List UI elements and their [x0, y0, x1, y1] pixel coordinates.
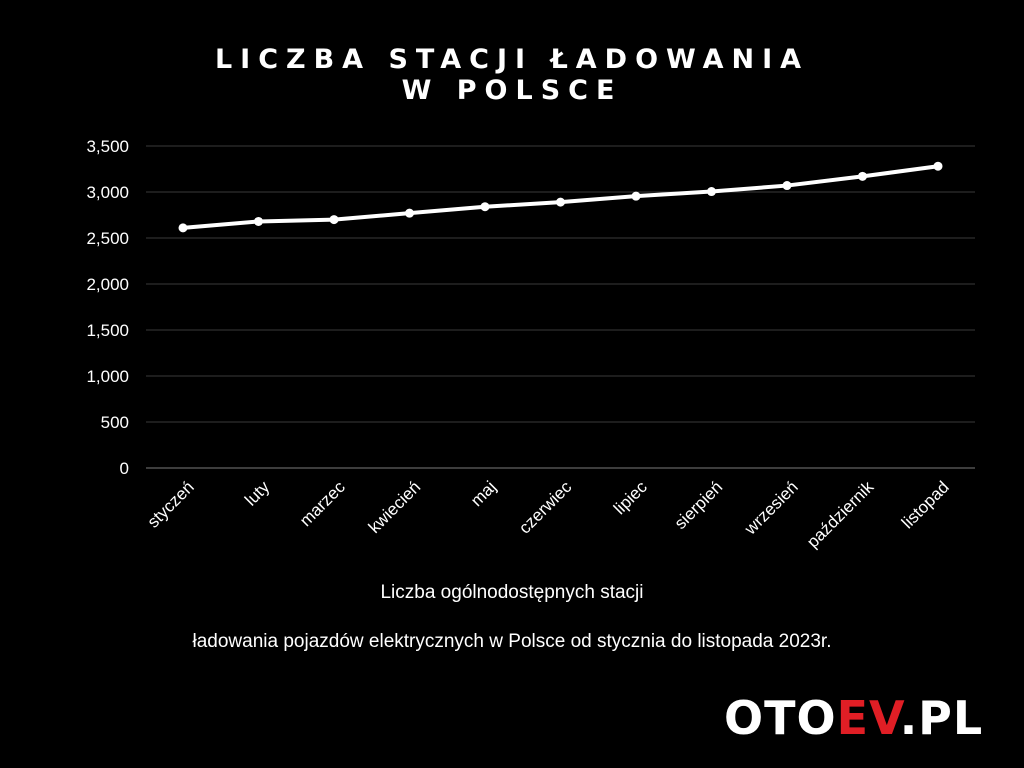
data-point	[631, 191, 641, 201]
y-tick-label: 1,000	[86, 367, 129, 386]
y-tick-label: 2,500	[86, 229, 129, 248]
y-tick-label: 2,000	[86, 275, 129, 294]
data-point	[933, 161, 943, 171]
series-line	[181, 164, 940, 230]
data-point	[707, 187, 716, 197]
x-tick-label: wrzesień	[740, 477, 802, 539]
data-point	[858, 171, 867, 181]
chart-caption-line1: Liczba ogólnodostępnych stacji	[380, 582, 644, 603]
data-point	[405, 208, 414, 218]
y-tick-label: 3,000	[86, 183, 129, 202]
logo-part-oto: OTO	[724, 691, 837, 745]
data-point	[329, 215, 339, 225]
y-tick-label: 3,500	[86, 137, 129, 156]
chart-title: LICZBA STACJI ŁADOWANIA W POLSCE	[0, 44, 1024, 106]
chart-caption-line2: ładowania pojazdów elektrycznych w Polsc…	[192, 631, 832, 652]
logo-part-ev: EV	[836, 691, 900, 745]
y-tick-label: 500	[101, 413, 129, 432]
x-tick-label: listopad	[898, 477, 953, 532]
brand-logo: OTOEV.PL	[724, 688, 983, 748]
data-point	[178, 223, 188, 233]
chart-title-line2: W POLSCE	[401, 75, 623, 106]
chart-title-line1: LICZBA STACJI ŁADOWANIA	[214, 44, 810, 75]
x-tick-label: lipiec	[610, 477, 651, 518]
x-tick-label: kwiecień	[365, 477, 425, 537]
data-point	[480, 202, 490, 212]
data-point	[254, 216, 263, 226]
x-tick-label: marzec	[296, 477, 349, 530]
data-point	[782, 181, 792, 191]
data-point	[556, 197, 565, 207]
logo-part-pl: .PL	[899, 691, 984, 745]
x-tick-label: czerwiec	[515, 477, 576, 538]
x-tick-label: styczeń	[144, 477, 198, 531]
x-tick-label: maj	[467, 477, 500, 510]
y-tick-label: 0	[120, 459, 129, 478]
y-tick-label: 1,500	[86, 321, 129, 340]
x-tick-label: październik	[803, 477, 878, 552]
x-tick-label: luty	[241, 477, 273, 509]
x-tick-label: sierpień	[671, 477, 727, 533]
